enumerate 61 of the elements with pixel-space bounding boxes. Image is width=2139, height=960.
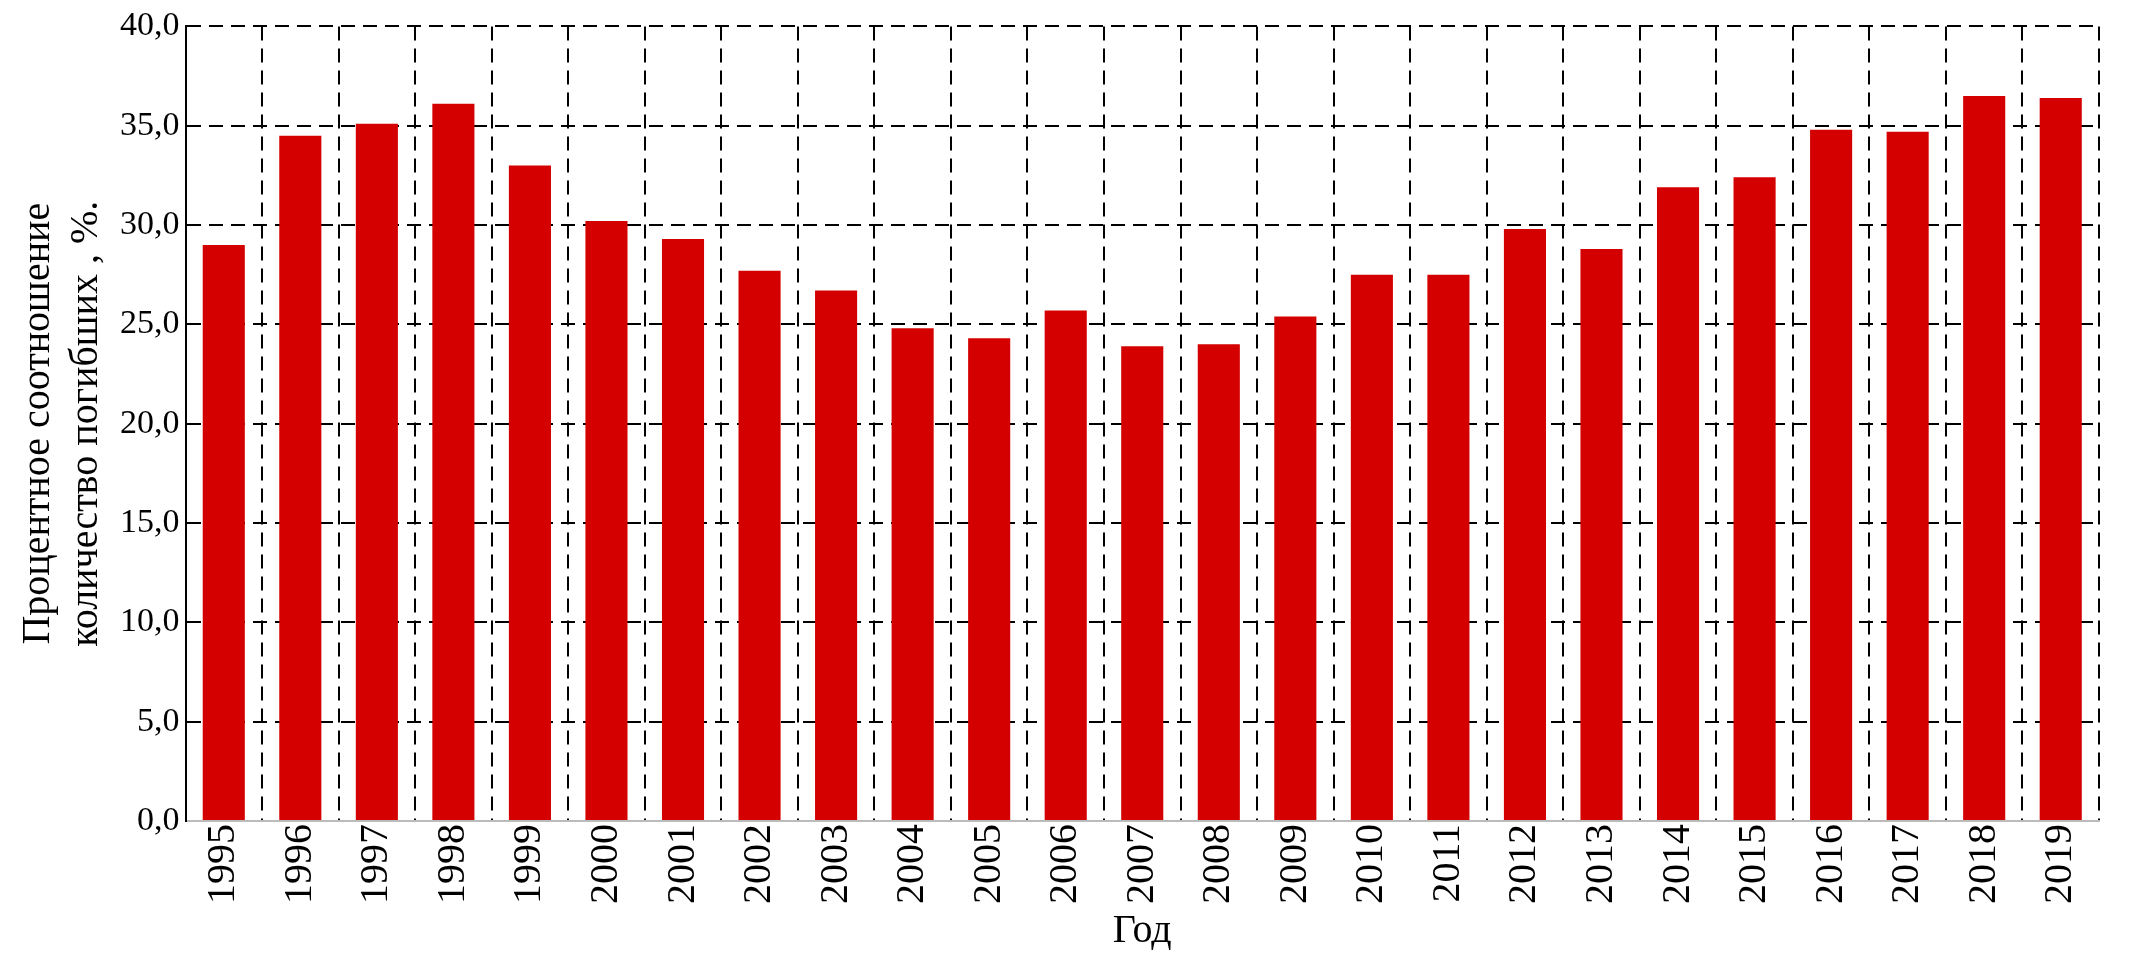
bar xyxy=(1580,248,1623,820)
x-tick-label: 2001 xyxy=(657,824,703,904)
x-tick-label: 2016 xyxy=(1805,824,1851,904)
y-tick-label: 15,0 xyxy=(120,501,180,539)
bar xyxy=(1963,95,2006,820)
bar xyxy=(1886,131,1929,820)
bar xyxy=(279,135,322,820)
x-tick-label: 2005 xyxy=(963,824,1009,904)
x-tick-label: 2010 xyxy=(1346,824,1392,904)
x-tick-label: 1999 xyxy=(504,824,550,904)
bar xyxy=(508,165,551,820)
bar xyxy=(1121,346,1164,820)
y-tick-label: 25,0 xyxy=(120,303,180,341)
x-tick-label: 2012 xyxy=(1499,824,1545,904)
x-tick-label: 2019 xyxy=(2035,824,2081,904)
x-tick-label: 2018 xyxy=(1958,824,2004,904)
bar xyxy=(1503,229,1546,820)
bar xyxy=(1733,177,1776,820)
y-tick-label: 30,0 xyxy=(120,203,180,241)
bar xyxy=(738,270,781,820)
x-tick-label: 2009 xyxy=(1269,824,1315,904)
x-tick-label: 1997 xyxy=(351,824,397,904)
y-tick-label: 10,0 xyxy=(120,601,180,639)
bar xyxy=(2039,97,2082,820)
y-tick-label: 40,0 xyxy=(120,5,180,43)
y-tick-label: 20,0 xyxy=(120,402,180,440)
bar xyxy=(1656,187,1700,820)
x-tick-label: 2002 xyxy=(734,824,780,904)
x-axis-title: Год xyxy=(1112,905,1172,951)
bar xyxy=(1350,274,1393,820)
bar xyxy=(1810,129,1853,820)
x-tick-label: 1998 xyxy=(427,824,473,904)
y-tick-label: 0,0 xyxy=(137,799,180,837)
bar xyxy=(585,221,628,820)
bar xyxy=(202,244,245,820)
x-tick-label: 2007 xyxy=(1116,824,1162,904)
x-tick-label: 1995 xyxy=(198,824,244,904)
y-tick-label: 5,0 xyxy=(137,700,180,738)
x-tick-label: 2013 xyxy=(1575,824,1621,904)
y-tick-label: 35,0 xyxy=(120,104,180,142)
x-tick-label: 2014 xyxy=(1652,824,1698,904)
x-tick-label: 2006 xyxy=(1040,824,1086,904)
x-tick-label: 1996 xyxy=(274,824,320,904)
x-tick-label: 2004 xyxy=(887,824,933,904)
bar xyxy=(1274,316,1317,820)
bar xyxy=(432,103,475,820)
x-tick-label: 2011 xyxy=(1422,824,1468,903)
bar xyxy=(661,238,705,820)
x-tick-label: 2003 xyxy=(810,824,856,904)
x-tick-label: 2015 xyxy=(1729,824,1775,904)
y-axis-title: Процентное соотношение количество погибших , %. xyxy=(12,200,106,647)
x-tick-label: 2017 xyxy=(1882,824,1928,904)
bar xyxy=(1427,274,1470,820)
x-tick-label: 2008 xyxy=(1193,824,1239,904)
bar xyxy=(1197,344,1240,820)
x-tick-label: 2000 xyxy=(580,824,626,904)
bar xyxy=(815,290,858,820)
bar xyxy=(355,123,398,820)
bar xyxy=(1044,310,1087,820)
bar xyxy=(891,328,934,820)
bar xyxy=(968,338,1011,820)
